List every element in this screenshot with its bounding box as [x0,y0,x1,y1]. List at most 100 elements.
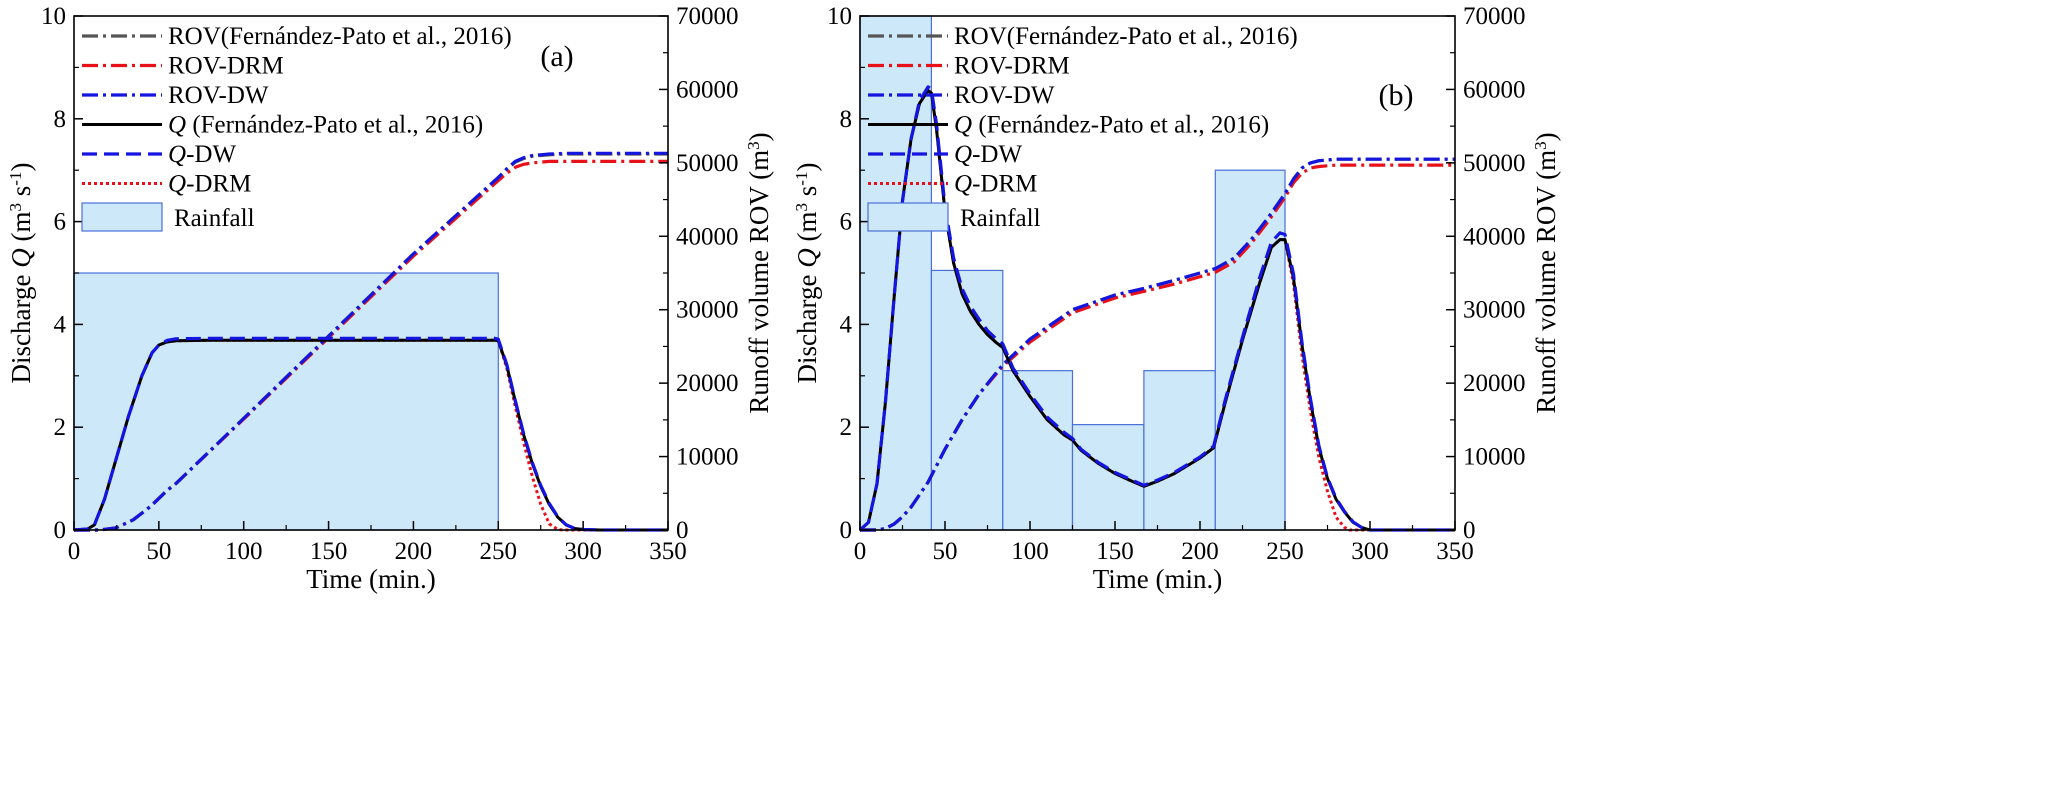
panel-b-y2-label-part: 3 [1531,141,1550,150]
panel-b-legend-label-part: (Fernández-Pato et al., 2016) [972,112,1269,139]
panel-b-y2-axis-label: Runoff volume ROV (m3) [1531,132,1561,413]
panel-b-y-tick-label: 10 [827,3,852,30]
panel-a-y-label-part: s [6,186,36,203]
panel-b-legend-label-part: ROV-DW [954,82,1055,109]
panel-b-rainfall-bar [1214,169,1286,531]
panel-a-y2-tick-label: 40000 [676,223,739,250]
panel-b-x-tick-label: 0 [854,538,867,565]
panel-a-y-label-part: 3 [6,203,25,212]
panel-a-y-label-part: (m [6,211,36,248]
panel-a-y2-label-part: 3 [744,141,763,150]
panel-a-rainfall-bar [73,272,499,531]
panel-b-y2-tick-label: 70000 [1463,3,1526,30]
panel-a-legend-label-part: Q [168,112,186,139]
panel-a-x-tick-label: 100 [225,538,263,565]
panel-b-y2-tick-label: 50000 [1463,150,1526,177]
panel-b-x-tick-label: 300 [1351,538,1389,565]
panel-a-y2-tick-label: 0 [676,517,689,544]
panel-b-y2-tick-label: 60000 [1463,76,1526,103]
panel-b-y-label-part: 3 [792,203,811,212]
panel-b-x-axis-label: Time (min.) [1093,564,1223,594]
panel-b-legend-label-rainfall: Rainfall [960,205,1041,232]
panel-a-y2-tick-label: 20000 [676,370,739,397]
panel-a-y-tick-label: 6 [54,209,67,236]
panel-a-y-label-part: ) [6,163,36,172]
panel-b-y-tick-label: 8 [840,106,853,133]
panel-b-y-tick-label: 6 [840,209,853,236]
panel-a-legend-label-part: Rainfall [174,205,255,232]
panel-b-y-label-part: ) [792,163,822,172]
panel-a-y2-axis-label: Runoff volume ROV (m3) [744,132,774,413]
panel-b-legend-label-rov-dw: ROV-DW [954,82,1055,109]
panel-b-y-label-part: Discharge [792,268,822,384]
panel-b-x-tick-label: 50 [933,538,958,565]
panel-a-panel-label: (a) [540,40,573,73]
panel-a-legend-label-part: ROV-DRM [168,53,284,80]
panel-b-x-tick-label: 150 [1096,538,1134,565]
panel-b-y2-label-part: Runoff volume ROV (m [1531,150,1561,414]
panel-b-y2-label-part: ) [1531,132,1561,141]
panel-b-legend-label-part: Rainfall [960,205,1041,232]
panel-a-x-tick-label: 50 [146,538,171,565]
panel-b-y-label-part: (m [792,211,822,248]
panel-a-legend-label-part: ROV(Fernández-Pato et al., 2016) [168,23,512,50]
panel-b-legend-label-q-ref: Q (Fernández-Pato et al., 2016) [954,112,1269,139]
panel-a-legend-label-q-dw: Q-DW [168,141,236,168]
panel-b-legend-swatch-rainfall [867,202,949,232]
panel-a-y-label-part: Discharge [6,268,36,384]
panel-b-y-label-part: s [792,186,822,203]
panel-b-y2-tick-label: 40000 [1463,223,1526,250]
panel-b-y-label-part: Q [792,248,822,268]
panel-b-legend-label-part: -DRM [972,171,1037,198]
panel-a-y2-tick-label: 50000 [676,150,739,177]
panel-a-y-tick-label: 4 [54,311,67,338]
panel-b-series-q-dw [858,85,1455,532]
panel-a-y-tick-label: 10 [41,3,66,30]
panel-b-legend-label-rov-ref: ROV(Fernández-Pato et al., 2016) [954,23,1298,50]
panel-a-legend-label-part: Q [168,141,186,168]
panel-a-legend-label-rainfall: Rainfall [174,205,255,232]
panel-a-chart: 0 50 100 150 200 250 300 3500246810010000200003… [6,3,774,594]
panel-a-y2-tick-label: 70000 [676,3,739,30]
panel-b-legend-label-part: ROV(Fernández-Pato et al., 2016) [954,23,1298,50]
panel-b-x-tick-label: 250 [1266,538,1304,565]
panel-a-legend-label-part: Q [168,171,186,198]
panel-b-legend-label-part: Q [954,171,972,198]
panel-a-legend-label-part: -DRM [186,171,251,198]
panel-a-x-tick-label: 250 [480,538,518,565]
panel-a-y-tick-label: 8 [54,106,67,133]
panel-a-legend-label-rov-drm: ROV-DRM [168,53,284,80]
panel-a-y-tick-label: 2 [54,414,67,441]
panel-a-x-tick-label: 200 [395,538,433,565]
panel-a-legend-swatch-rainfall [81,202,163,232]
panel-a-x-tick-label: 350 [649,538,687,565]
panel-b-y-tick-label: 4 [840,311,853,338]
panel-b-rainfall-bar [930,269,1004,531]
panel-a-y-label-part: Q [6,248,36,268]
panel-b-legend-label-part: ROV-DRM [954,53,1070,80]
panel-b-legend-label-q-drm: Q-DRM [954,171,1037,198]
panel-b-y2-tick-label: 20000 [1463,370,1526,397]
panel-b-x-tick-label: 350 [1436,538,1474,565]
panel-b-rainfall-bar [1143,370,1216,531]
panel-a-y2-tick-label: 30000 [676,297,739,324]
panel-a-legend-label-rov-ref: ROV(Fernández-Pato et al., 2016) [168,23,512,50]
panel-a-series-rov-dw [74,151,668,532]
panel-b-legend-label-rov-drm: ROV-DRM [954,53,1070,80]
panel-a-x-tick-label: 0 [68,538,81,565]
panel-b-legend-label-part: Q [954,141,972,168]
panel-a-x-tick-label: 300 [564,538,602,565]
panel-a-y2-label-part: ) [744,132,774,141]
panel-b-y-tick-label: 2 [840,414,853,441]
panel-a-y-tick-label: 0 [54,517,67,544]
panel-a-legend-label-rov-dw: ROV-DW [168,82,269,109]
panel-a-y2-tick-label: 10000 [676,444,739,471]
panel-a-x-tick-label: 150 [310,538,348,565]
panel-a-legend-label-part: (Fernández-Pato et al., 2016) [186,112,483,139]
panel-b-series-rov-drm [860,163,1455,532]
panel-b-panel-label: (b) [1379,79,1414,112]
panel-b-y-axis-label: Discharge Q (m3 s-1) [792,163,822,384]
panel-a-legend-label-part: ROV-DW [168,82,269,109]
panel-b-legend-label-part: Q [954,112,972,139]
panel-a-y-axis-label: Discharge Q (m3 s-1) [6,163,36,384]
